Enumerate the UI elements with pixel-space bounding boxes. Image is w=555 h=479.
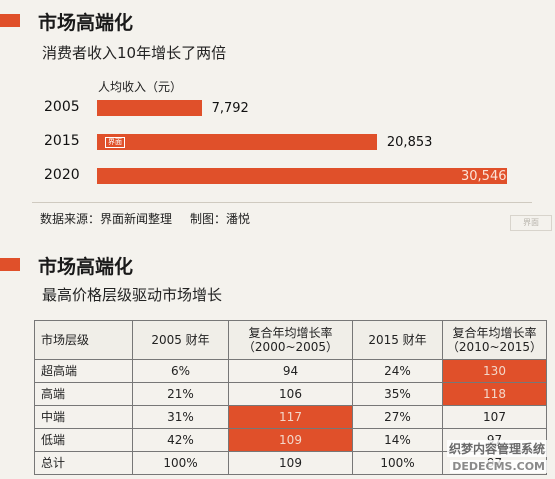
bar-2005 [97,100,202,116]
table-cell: 35% [352,382,443,406]
header-line: 复合年均增长率 [452,326,537,340]
header-line: 2005 财年 [151,333,210,347]
market-tier-table: 市场层级 2005 财年 复合年均增长率 （2000~2005） 2015 财年 复合年均… [34,320,547,475]
row-tier-label: 超高端 [34,359,133,383]
section1-divider [32,202,532,203]
header-line: 2015 财年 [368,333,427,347]
bar-chart-unit-label: 人均收入（元） [98,80,183,94]
table-cell: 24% [352,359,443,383]
table-header-row: 市场层级 2005 财年 复合年均增长率 （2000~2005） 2015 财年 复合年均… [34,320,547,360]
table-cell: 106 [228,382,353,406]
table-cell: 117 [228,405,353,429]
bar-value-label: 7,792 [211,101,249,116]
table-cell: 100% [132,451,229,475]
table-cell: 42% [132,428,229,452]
bar-year-label: 2005 [44,99,80,115]
header-line: （2000~2005） [242,340,339,354]
table-cell: 118 [442,382,547,406]
table-row: 高端 21% 106 35% 118 [34,382,547,406]
table-header-cell: 复合年均增长率 （2000~2005） [228,320,353,360]
bar-year-label: 2015 [44,133,80,149]
row-tier-label: 中端 [34,405,133,429]
table-body: 超高端 6% 94 24% 130 高端 21% 106 35% 118 中端 31% 117 27% 10… [34,359,547,475]
row-tier-label: 低端 [34,428,133,452]
table-header-cell: 复合年均增长率 （2010~2015） [442,320,547,360]
section-marker-2 [0,258,20,271]
section-marker-1 [0,14,20,27]
table-cell: 31% [132,405,229,429]
corner-logo: 界面 [510,215,552,231]
section2-title: 市场高端化 [38,256,134,278]
table-row: 中端 31% 117 27% 107 [34,405,547,429]
header-line: （2010~2015） [446,340,543,354]
table-cell: 6% [132,359,229,383]
bar-value-label: 30,546 [461,169,507,184]
table-header-cell: 2015 财年 [352,320,443,360]
table-cell: 109 [228,451,353,475]
watermark-url: DEDECMS.COM [450,460,547,473]
table-row: 超高端 6% 94 24% 130 [34,359,547,383]
bar-year-label: 2020 [44,167,80,183]
table-header-cell: 2005 财年 [132,320,229,360]
table-cell: 14% [352,428,443,452]
watermark-text: 织梦内容管理系统 [446,440,547,457]
section2-subtitle: 最高价格层级驱动市场增长 [42,286,223,304]
table-cell: 107 [442,405,547,429]
row-tier-label: 高端 [34,382,133,406]
bar-2020 [97,168,507,184]
header-line: 复合年均增长率 [248,326,333,340]
table-cell: 21% [132,382,229,406]
header-line: 市场层级 [41,333,90,347]
table-cell: 27% [352,405,443,429]
bar-2015 [97,134,377,150]
table-header-cell: 市场层级 [34,320,133,360]
section1-title: 市场高端化 [38,12,134,34]
data-source: 数据来源：界面新闻整理 [40,212,173,226]
row-tier-label: 总计 [34,451,133,475]
table-cell: 94 [228,359,353,383]
bar-logo: 界面 [105,137,125,148]
table-cell: 100% [352,451,443,475]
bar-value-label: 20,853 [386,135,433,150]
table-cell: 109 [228,428,353,452]
chart-credit: 制图：潘悦 [190,212,251,226]
section1-subtitle: 消费者收入10年增长了两倍 [42,44,227,62]
table-cell: 130 [442,359,547,383]
